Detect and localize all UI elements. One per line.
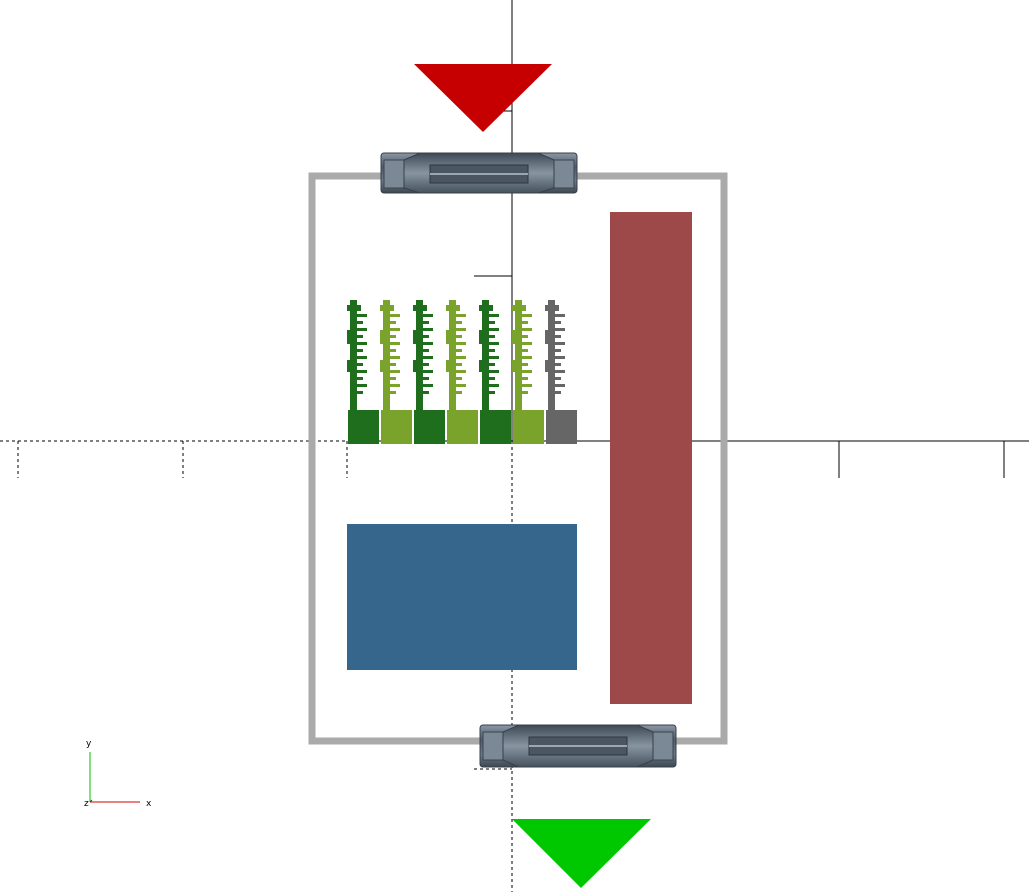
pin-header[interactable] — [479, 300, 511, 444]
pin-header[interactable] — [347, 300, 379, 444]
bottom-arrow-marker[interactable] — [512, 819, 651, 888]
bottom-connector[interactable] — [479, 724, 677, 768]
top-connector[interactable] — [380, 152, 578, 194]
gizmo-z-axis — [89, 799, 93, 803]
pin-header[interactable] — [512, 300, 544, 444]
gizmo-z-label: z — [84, 799, 89, 809]
pin-header[interactable] — [380, 300, 412, 444]
pin-header[interactable] — [446, 300, 478, 444]
pin-header-row — [347, 300, 577, 444]
axes-gizmo: x y z — [84, 739, 152, 809]
gizmo-x-label: x — [146, 799, 152, 809]
pin-header[interactable] — [413, 300, 445, 444]
blue-block-component[interactable] — [347, 524, 577, 670]
top-arrow-marker[interactable] — [414, 64, 552, 132]
pin-header[interactable] — [545, 300, 577, 444]
red-bar-component[interactable] — [610, 212, 692, 704]
gizmo-y-label: y — [86, 739, 92, 749]
